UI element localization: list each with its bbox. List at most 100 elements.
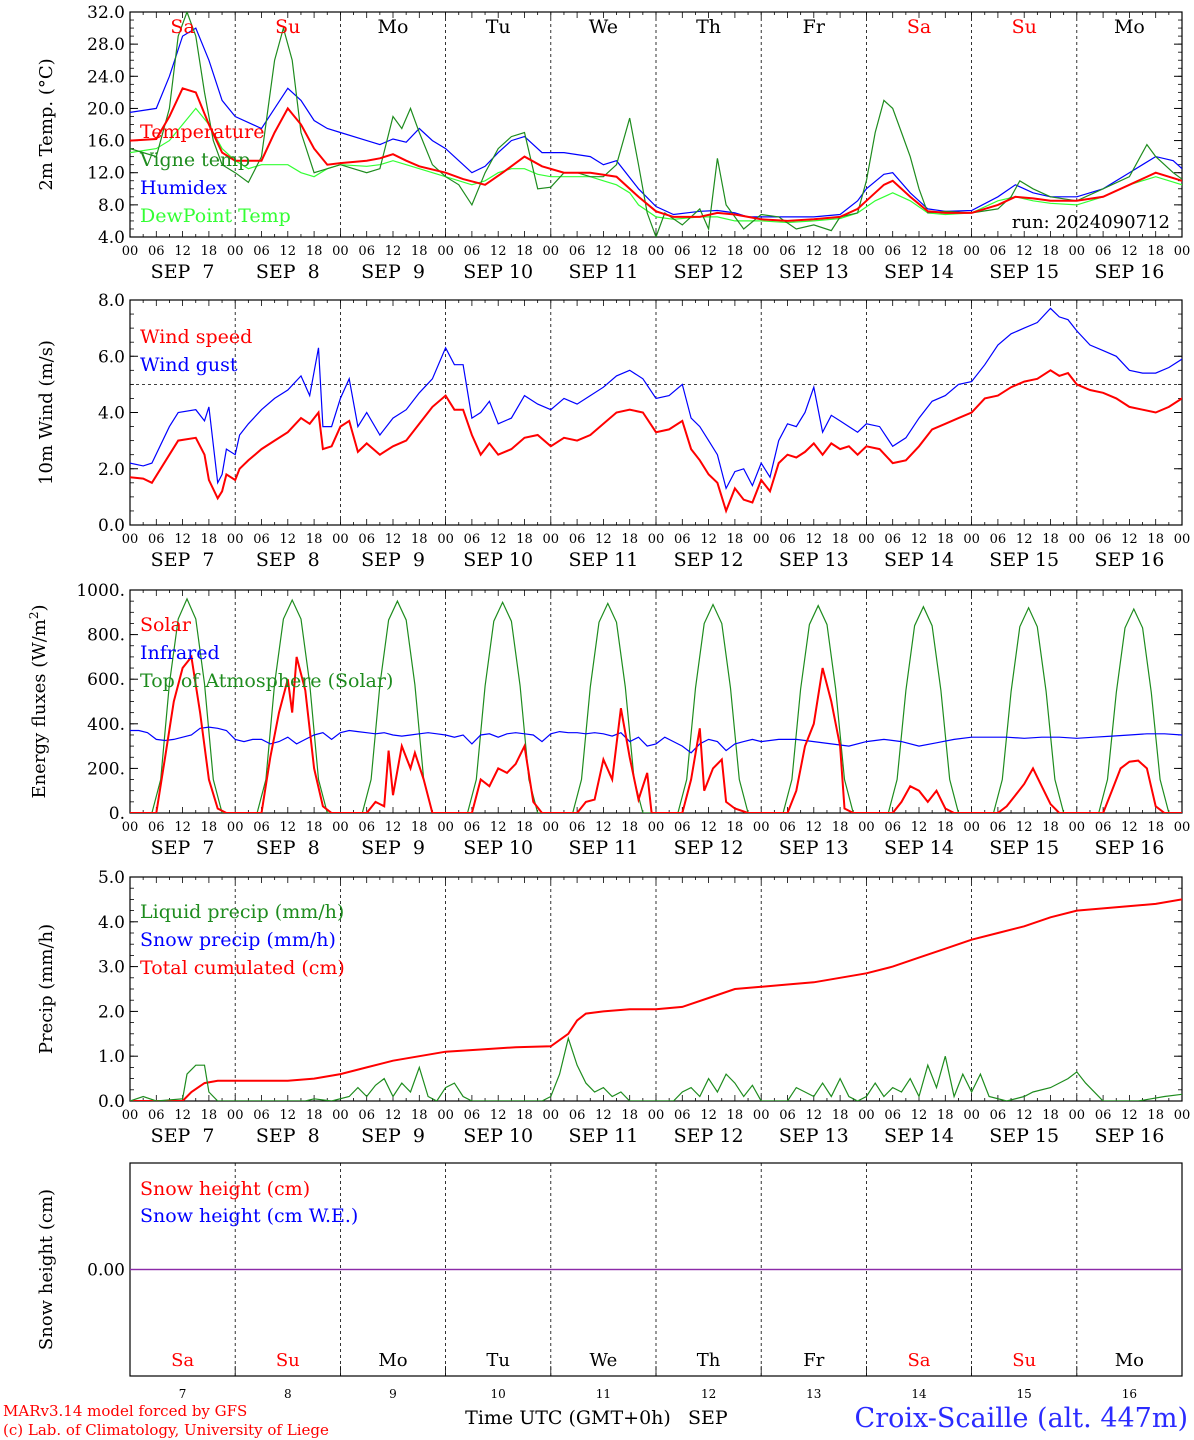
y-tick-label: 4.0 — [98, 913, 125, 933]
weekday-label: Sa — [170, 16, 194, 38]
hour-tick-label: 00 — [543, 532, 560, 547]
hour-tick-label: 12 — [280, 244, 297, 259]
hour-tick-label: 00 — [963, 820, 980, 835]
hour-tick-label: 06 — [990, 244, 1007, 259]
day-number-label: 9 — [389, 1387, 397, 1401]
y-tick-label: 6.0 — [98, 347, 125, 367]
hour-tick-label: 18 — [1042, 532, 1059, 547]
day-label: SEP 10 — [463, 1125, 533, 1147]
hour-tick-label: 06 — [253, 820, 270, 835]
hour-tick-label: 06 — [1095, 820, 1112, 835]
hour-tick-label: 00 — [858, 244, 875, 259]
hour-tick-label: 06 — [569, 532, 586, 547]
hour-tick-label: 12 — [806, 244, 823, 259]
day-label: SEP 15 — [989, 261, 1059, 283]
hour-tick-label: 06 — [779, 532, 796, 547]
hour-tick-label: 12 — [595, 820, 612, 835]
footer: MARv3.14 model forced by GFS(c) Lab. of … — [3, 1402, 1188, 1439]
legend-entry: Infrared — [140, 642, 220, 664]
hour-tick-label: 00 — [332, 244, 349, 259]
legend-entry: Humidex — [140, 177, 227, 199]
day-label: SEP 8 — [256, 261, 320, 283]
hour-tick-label: 12 — [595, 1108, 612, 1123]
hour-tick-label: 12 — [174, 244, 191, 259]
hour-tick-label: 00 — [963, 1108, 980, 1123]
legend-entry: Liquid precip (mm/h) — [140, 901, 344, 923]
hour-tick-label: 06 — [674, 532, 691, 547]
hour-tick-label: 18 — [937, 532, 954, 547]
hour-tick-label: 12 — [490, 532, 507, 547]
hour-tick-label: 12 — [595, 532, 612, 547]
y-tick-label: 3.0 — [98, 958, 125, 978]
station-name: Croix-Scaille (alt. 447m) — [855, 1403, 1188, 1434]
hour-tick-label: 12 — [490, 244, 507, 259]
hour-tick-label: 06 — [464, 820, 481, 835]
hour-tick-label: 06 — [990, 532, 1007, 547]
hour-tick-label: 00 — [1069, 1108, 1086, 1123]
hour-tick-label: 06 — [674, 820, 691, 835]
hour-tick-label: 12 — [280, 820, 297, 835]
day-label: SEP 9 — [361, 837, 425, 859]
hour-tick-label: 12 — [385, 1108, 402, 1123]
hour-tick-label: 00 — [1174, 1108, 1191, 1123]
hour-tick-label: 18 — [621, 1108, 638, 1123]
day-label: SEP 12 — [674, 549, 744, 571]
run-annotation: run: 2024090712 — [1012, 212, 1170, 233]
day-label: SEP 13 — [779, 549, 849, 571]
day-label: SEP 7 — [151, 549, 215, 571]
hour-tick-label: 12 — [385, 244, 402, 259]
hour-tick-label: 12 — [911, 1108, 928, 1123]
legend-entry: Snow height (cm) — [140, 1178, 310, 1200]
panel-1: 4.0 8.0 12.0 16.0 20.0 24.0 28.0 32.0 2m Temp. (… — [36, 3, 1190, 283]
hour-tick-label: 12 — [806, 820, 823, 835]
day-label: SEP 9 — [361, 1125, 425, 1147]
y-tick-label: 0.0 — [98, 1092, 125, 1112]
y-tick-label: 8.0 — [98, 196, 125, 216]
y-tick-label: 32.0 — [87, 3, 125, 23]
hour-tick-label: 18 — [727, 532, 744, 547]
hour-tick-label: 12 — [490, 820, 507, 835]
weekday-label: Tu — [486, 16, 511, 38]
hour-tick-label: 06 — [779, 1108, 796, 1123]
hour-tick-label: 12 — [700, 820, 717, 835]
y-tick-label: 16.0 — [87, 132, 125, 152]
legend-entry: Total cumulated (cm) — [140, 957, 345, 979]
hour-tick-label: 06 — [569, 1108, 586, 1123]
weekday-label: Fr — [803, 16, 826, 38]
hour-tick-label: 18 — [1042, 244, 1059, 259]
hour-tick-label: 12 — [385, 820, 402, 835]
day-label: SEP 8 — [256, 1125, 320, 1147]
hour-tick-label: 18 — [1042, 1108, 1059, 1123]
day-label: SEP 14 — [884, 837, 954, 859]
day-label: SEP 13 — [779, 837, 849, 859]
y-tick-label: 1.0 — [98, 1047, 125, 1067]
legend-entry: DewPoint Temp — [140, 205, 291, 227]
hour-tick-label: 06 — [884, 532, 901, 547]
day-label: SEP 12 — [674, 837, 744, 859]
hour-tick-label: 00 — [1069, 244, 1086, 259]
day-label: SEP 13 — [779, 261, 849, 283]
hour-tick-label: 18 — [201, 820, 218, 835]
day-label: SEP 14 — [884, 261, 954, 283]
day-label: SEP 7 — [151, 837, 215, 859]
hour-tick-label: 12 — [1121, 244, 1138, 259]
hour-tick-label: 12 — [911, 820, 928, 835]
hour-tick-label: 12 — [911, 532, 928, 547]
y-axis-label: 2m Temp. (°C) — [36, 58, 57, 190]
hour-tick-label: 06 — [674, 244, 691, 259]
hour-tick-label: 00 — [437, 820, 454, 835]
hour-tick-label: 06 — [464, 532, 481, 547]
day-label: SEP 13 — [779, 1125, 849, 1147]
series-humidex — [130, 27, 1182, 218]
weekday-label: Su — [1012, 1350, 1036, 1371]
y-tick-label: 4.0 — [98, 228, 125, 248]
legend-entry: Snow precip (mm/h) — [140, 929, 336, 951]
legend-entry: Wind speed — [140, 326, 252, 348]
hour-tick-label: 06 — [1095, 532, 1112, 547]
hour-tick-label: 12 — [280, 1108, 297, 1123]
plot-frame — [129, 589, 1183, 814]
weekday-label: Th — [697, 1350, 721, 1371]
day-label: SEP 11 — [568, 837, 638, 859]
plot-frame — [129, 299, 1183, 526]
